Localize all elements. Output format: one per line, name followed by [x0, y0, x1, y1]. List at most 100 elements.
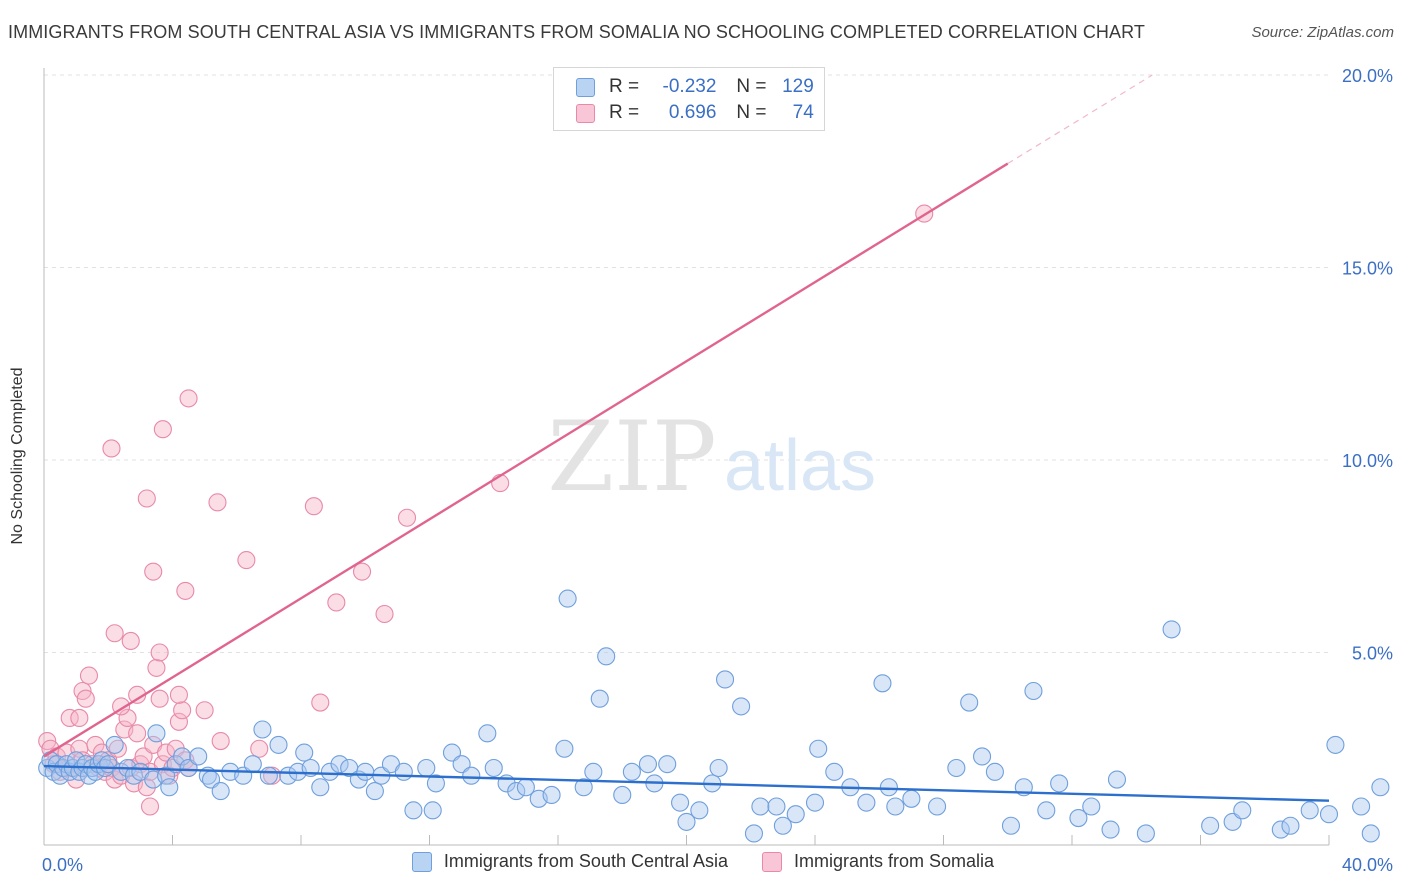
- south-central-asia-point: [394, 762, 413, 781]
- watermark-atlas: atlas: [724, 426, 876, 506]
- south-central-asia-point: [211, 782, 230, 801]
- south-central-asia-point: [1319, 805, 1339, 824]
- south-central-asia-point: [715, 670, 735, 689]
- south-central-asia-point: [732, 697, 751, 716]
- legend-n-value: 74: [792, 102, 814, 123]
- legend-n-value: 129: [782, 76, 814, 97]
- x-tick-label: 40.0%: [1342, 855, 1393, 875]
- series-swatch-pink: [762, 851, 783, 872]
- south-central-asia-point: [886, 797, 905, 816]
- south-central-asia-point: [767, 797, 786, 816]
- south-central-asia-point: [259, 766, 278, 785]
- watermark: ZIP atlas: [547, 401, 876, 513]
- south-central-asia-point: [253, 720, 272, 739]
- south-central-asia-point: [160, 778, 179, 797]
- south-central-asia-point: [825, 762, 844, 781]
- somalia-point: [150, 643, 169, 662]
- south-central-asia-point: [1136, 824, 1155, 843]
- somalia-point: [150, 689, 169, 708]
- south-central-asia-point: [484, 758, 503, 778]
- somalia-trend-line: [43, 162, 1009, 758]
- somalia-point: [76, 689, 95, 708]
- south-central-asia-point: [1162, 620, 1181, 639]
- south-central-asia-point: [426, 774, 445, 793]
- south-central-asia-point: [1024, 681, 1043, 701]
- south-central-asia-point: [558, 589, 577, 608]
- south-central-asia-point: [311, 778, 330, 797]
- series-legend-label: Immigrants from South Central Asia: [443, 851, 729, 871]
- somalia-point: [327, 593, 346, 612]
- somalia-point: [102, 439, 121, 458]
- south-central-asia-point: [243, 755, 262, 774]
- south-central-asia-point: [542, 785, 561, 805]
- south-central-asia-point: [574, 778, 593, 797]
- somalia-point: [304, 497, 323, 516]
- south-central-asia-point: [452, 755, 471, 774]
- y-tick-label: 20.0%: [1342, 66, 1393, 86]
- south-central-asia-point: [928, 797, 947, 816]
- somalia-point: [176, 581, 195, 600]
- somalia-point: [173, 701, 192, 720]
- tick-labels: 5.0% 10.0% 15.0% 20.0% 0.0% 40.0%: [42, 66, 1393, 875]
- somalia-point: [375, 604, 394, 624]
- south-central-asia-point: [330, 755, 349, 774]
- y-tick-label: 5.0%: [1352, 644, 1393, 664]
- somalia-point: [140, 797, 160, 816]
- somalia-point: [169, 685, 188, 704]
- south-central-asia-point: [105, 735, 124, 754]
- somalia-point: [208, 493, 227, 512]
- south-central-asia-point: [638, 755, 658, 774]
- south-central-asia-point: [1233, 801, 1252, 820]
- series-legend-south-central-asia: Immigrants from South Central Asia: [411, 851, 729, 872]
- south-central-asia-point: [1037, 801, 1056, 820]
- somalia-point: [60, 708, 79, 728]
- south-central-asia-point: [857, 793, 876, 812]
- somalia-point: [137, 489, 156, 508]
- south-central-asia-point: [590, 689, 609, 708]
- somalia-points: [38, 204, 934, 816]
- south-central-asia-point: [147, 724, 166, 743]
- somalia-point: [169, 712, 188, 731]
- south-central-asia-point: [1082, 797, 1101, 816]
- series-legend-somalia: Immigrants from Somalia: [762, 851, 994, 872]
- south-central-asia-point: [985, 762, 1004, 781]
- south-central-asia-point: [809, 739, 828, 758]
- somalia-point: [134, 747, 153, 766]
- legend-r-label: R =: [609, 102, 640, 123]
- south-central-asia-point: [677, 812, 696, 831]
- south-central-asia-point: [1201, 816, 1220, 835]
- somalia-point: [153, 420, 172, 439]
- y-tick-label: 15.0%: [1342, 259, 1393, 279]
- south-central-asia-point: [584, 762, 603, 781]
- somalia-point: [147, 658, 166, 677]
- south-central-asia-point: [690, 801, 709, 820]
- south-central-asia-point: [773, 816, 792, 835]
- south-central-asia-point: [1001, 816, 1021, 835]
- south-central-asia-point: [179, 758, 198, 778]
- south-central-asia-point: [157, 766, 176, 785]
- south-central-asia-point: [365, 782, 384, 801]
- legend-swatch-blue: [576, 77, 595, 97]
- south-central-asia-point: [1326, 735, 1345, 754]
- somalia-point: [195, 701, 214, 720]
- south-central-asia-point: [671, 793, 690, 812]
- south-central-asia-point: [478, 724, 497, 743]
- south-central-asia-point: [295, 743, 314, 762]
- south-central-asia-point: [1223, 812, 1242, 831]
- somalia-point: [128, 724, 147, 743]
- south-central-asia-point: [1101, 820, 1120, 839]
- south-central-asia-point: [423, 801, 442, 820]
- series-legend-label: Immigrants from Somalia: [794, 851, 995, 871]
- south-central-asia-point: [1107, 770, 1127, 789]
- south-central-asia-point: [1271, 820, 1290, 839]
- somalia-trend-extension: [1007, 74, 1153, 165]
- south-central-asia-point: [902, 789, 921, 808]
- south-central-asia-points: [38, 589, 1390, 843]
- south-central-asia-point: [786, 805, 805, 824]
- south-central-asia-point: [1352, 797, 1371, 816]
- south-central-asia-point: [751, 797, 770, 816]
- somalia-point: [352, 562, 372, 581]
- grid-lines: [44, 74, 1329, 653]
- somalia-point: [121, 631, 140, 651]
